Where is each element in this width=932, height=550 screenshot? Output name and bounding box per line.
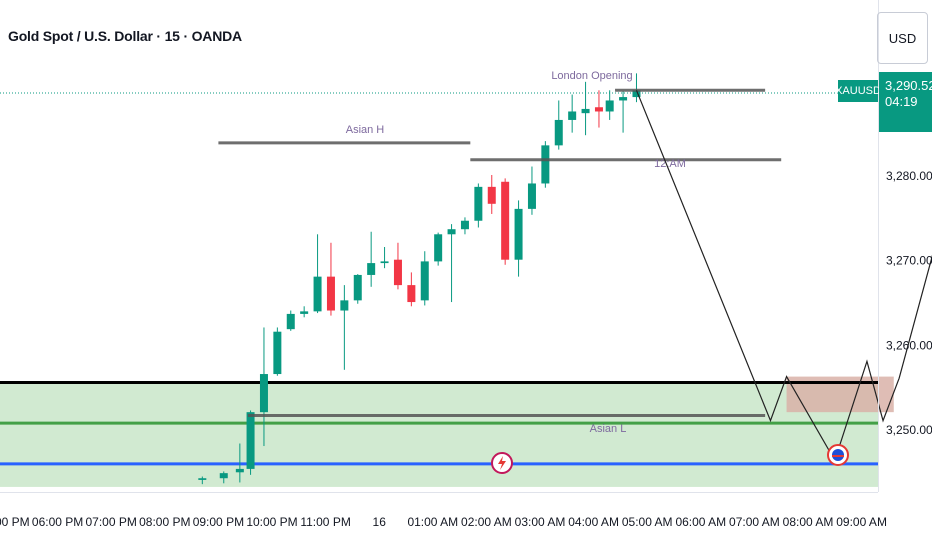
time-tick-label: 08:00 AM: [783, 515, 834, 529]
candle-body: [581, 108, 590, 114]
candle-body: [554, 119, 563, 146]
time-tick-label: 05:00 AM: [622, 515, 673, 529]
time-tick-label: 01:00 AM: [407, 515, 458, 529]
projection-path[interactable]: [635, 90, 932, 462]
candle-body: [632, 90, 641, 98]
candle-body: [487, 186, 496, 204]
candle-body: [541, 145, 550, 184]
candle-body: [393, 259, 402, 286]
time-tick-label: 07:00 AM: [729, 515, 780, 529]
candle-body: [619, 97, 628, 101]
candle-body: [246, 412, 255, 469]
candle-body: [514, 208, 523, 260]
candle-body: [434, 234, 443, 262]
time-tick-label: 08:00 PM: [139, 515, 190, 529]
time-tick-label: 07:00 PM: [86, 515, 137, 529]
us-flag-stripe-icon: [832, 455, 844, 457]
time-tick-label: 03:00 AM: [515, 515, 566, 529]
time-tick-label: 10:00 PM: [246, 515, 297, 529]
candle-body: [235, 468, 244, 473]
candle-body: [259, 374, 268, 413]
candle-body: [380, 261, 389, 264]
candle-body: [460, 220, 469, 230]
candle-body: [340, 300, 349, 311]
time-tick-label: 06:00 AM: [675, 515, 726, 529]
candle-body: [313, 276, 322, 312]
candle-body: [474, 186, 483, 221]
time-tick-label: 06:00 PM: [32, 515, 83, 529]
time-tick-label: 05:00 PM: [0, 515, 30, 529]
time-tick-label: 16: [373, 515, 387, 529]
last-price-value: 3,290.525: [885, 78, 932, 93]
candle-body: [501, 181, 510, 260]
candle-body: [219, 473, 228, 479]
bar-countdown: 04:19: [885, 94, 918, 110]
candle-body: [447, 229, 456, 235]
candle-body: [594, 107, 603, 112]
time-tick-label: 02:00 AM: [461, 515, 512, 529]
candle-body: [300, 311, 309, 314]
level-label: Asian H: [346, 124, 385, 136]
candle-body: [198, 478, 207, 480]
candle-body: [286, 313, 295, 330]
candle-body: [353, 274, 362, 301]
support-zone: [0, 382, 878, 487]
level-label: London Opening: [551, 70, 632, 82]
level-label: Asian L: [590, 423, 627, 435]
candle-body: [273, 331, 282, 375]
currency-button[interactable]: USD: [877, 12, 928, 64]
time-tick-label: 11:00 PM: [300, 515, 350, 529]
candle-body: [605, 100, 614, 112]
time-tick-label: 04:00 AM: [568, 515, 619, 529]
level-label: 12:AM: [654, 158, 686, 170]
price-tick-label: 3,280.000: [886, 169, 932, 183]
price-tick-label: 3,260.000: [886, 338, 932, 352]
symbol-title[interactable]: Gold Spot / U.S. Dollar · 15 · OANDA: [8, 28, 242, 44]
time-tick-label: 09:00 AM: [836, 515, 887, 529]
candle-body: [326, 276, 335, 311]
candle-body: [420, 261, 429, 301]
time-tick-label: 09:00 PM: [193, 515, 244, 529]
candle-body: [367, 263, 376, 275]
candle-body: [568, 111, 577, 120]
last-price-tag: 3,290.525 04:19: [879, 72, 932, 132]
lightning-glyph-icon: [498, 456, 506, 470]
symbol-price-tag: XAUUSD: [835, 80, 881, 102]
candle-body: [527, 183, 536, 209]
price-tick-label: 3,270.000: [886, 254, 932, 268]
candle-body: [407, 285, 416, 303]
price-tick-label: 3,250.000: [886, 423, 932, 437]
